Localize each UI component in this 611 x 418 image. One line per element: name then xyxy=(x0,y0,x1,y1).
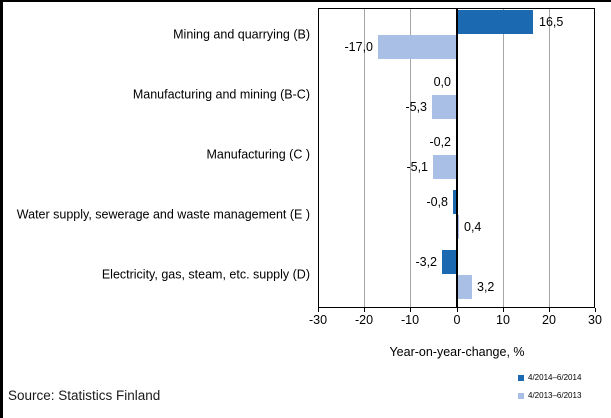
gridline xyxy=(364,8,365,308)
x-tick-label: -30 xyxy=(308,313,328,327)
x-tick-label: 30 xyxy=(588,313,602,327)
bar xyxy=(457,275,472,299)
gridline xyxy=(503,8,504,308)
bar-value-label: -3,2 xyxy=(415,255,437,269)
gridline xyxy=(410,8,411,308)
frame-top-edge xyxy=(0,0,611,2)
category-label: Manufacturing (C ) xyxy=(206,147,310,162)
bar-value-label: 0,4 xyxy=(464,220,482,234)
legend: 4/2014–6/2014 4/2013–6/2013 xyxy=(518,373,581,409)
x-axis-title: Year-on-year-change, % xyxy=(389,345,525,359)
frame-left-edge xyxy=(0,0,3,418)
plot-area: 16,5 0,0 -0,2 -0,8 -3,2 -17,0 -5,3 -5,1 0,4 3,2 xyxy=(318,8,595,308)
x-tick-label: -10 xyxy=(400,313,420,327)
bar-value-label: -0,2 xyxy=(429,135,451,149)
bar xyxy=(442,250,457,274)
category-label: Mining and quarrying (B) xyxy=(173,27,310,42)
legend-swatch xyxy=(518,375,524,381)
x-tick-mark xyxy=(457,308,458,312)
legend-item: 4/2014–6/2014 xyxy=(518,373,581,383)
x-tick-label: -20 xyxy=(354,313,374,327)
bar-value-label: 3,2 xyxy=(477,280,495,294)
legend-swatch xyxy=(518,393,524,399)
bar-value-label: 16,5 xyxy=(539,15,564,29)
source-note: Source: Statistics Finland xyxy=(8,388,161,403)
bar-value-label: -5,3 xyxy=(405,100,427,114)
legend-label: 4/2014–6/2014 xyxy=(528,373,582,382)
x-tick-mark xyxy=(503,308,504,312)
bar xyxy=(457,10,533,34)
zero-axis-line xyxy=(456,8,458,308)
bar-value-label: 0,0 xyxy=(433,75,451,89)
bar xyxy=(453,190,457,214)
bar-value-label: -5,1 xyxy=(406,160,428,174)
bar xyxy=(457,215,459,239)
x-tick-mark xyxy=(364,308,365,312)
bar-value-label: -17,0 xyxy=(344,40,374,54)
bar-value-label: -0,8 xyxy=(426,195,448,209)
x-tick-mark xyxy=(549,308,550,312)
legend-label: 4/2013–6/2013 xyxy=(528,391,582,400)
gridline xyxy=(549,8,550,308)
category-label: Electricity, gas, steam, etc. supply (D) xyxy=(101,267,310,282)
x-tick-mark xyxy=(410,308,411,312)
category-label: Water supply, sewerage and waste managem… xyxy=(16,207,310,222)
bar xyxy=(378,35,456,59)
x-tick-mark xyxy=(318,308,319,312)
bar xyxy=(433,155,457,179)
legend-item: 4/2013–6/2013 xyxy=(518,391,581,401)
bar xyxy=(432,95,456,119)
category-label: Manufacturing and mining (B-C) xyxy=(132,87,310,102)
x-tick-label: 10 xyxy=(496,313,510,327)
x-tick-label: 20 xyxy=(542,313,556,327)
x-tick-mark xyxy=(595,308,596,312)
x-tick-label: 0 xyxy=(453,313,461,327)
